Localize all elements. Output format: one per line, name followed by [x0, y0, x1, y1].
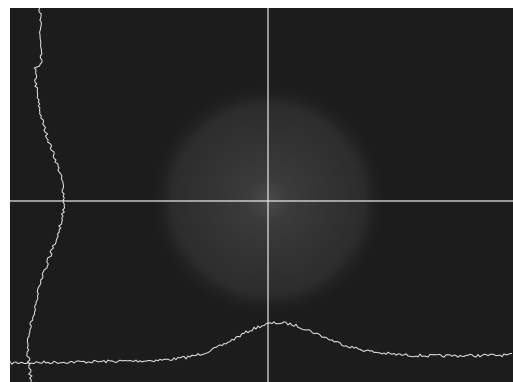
vertical-intensity-profile	[26, 8, 66, 382]
beam-image-canvas	[10, 8, 513, 382]
beam-profile-viewer[interactable]	[10, 8, 513, 382]
horizontal-intensity-profile	[10, 321, 513, 365]
